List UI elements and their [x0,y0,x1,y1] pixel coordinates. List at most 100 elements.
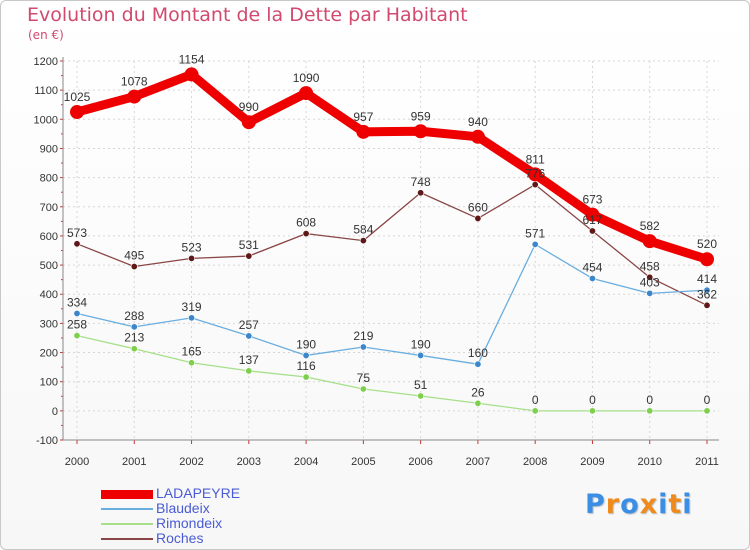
legend: LADAPEYRE Blaudeix Rimondeix Roches [101,485,361,547]
data-point [70,105,84,120]
data-label: 288 [124,309,144,323]
y-tick-label: 1000 [34,114,58,126]
data-label: 454 [582,260,602,274]
data-label: 959 [411,109,431,123]
data-label: 75 [357,371,371,385]
y-tick-label: 0 [52,406,58,418]
logo-letter: x [639,489,659,520]
data-label: 957 [353,110,373,124]
data-point [703,301,711,309]
x-tick-label: 2002 [179,456,203,468]
data-point [585,207,600,222]
data-point [588,274,596,282]
x-tick-label: 2010 [637,456,661,468]
data-label: 165 [182,345,202,359]
data-point [588,407,596,415]
data-point [531,181,539,189]
data-label: 608 [296,216,316,230]
data-point [646,407,654,415]
x-tick-label: 2001 [122,456,146,468]
data-point [245,332,253,340]
data-label: 116 [297,359,316,373]
data-label: 51 [414,378,428,392]
x-tick-label: 2006 [408,456,432,468]
data-label: 26 [471,385,485,399]
data-point [417,351,425,359]
data-point [302,373,310,381]
data-point [73,332,81,340]
data-label: 257 [239,318,259,332]
data-point [130,323,138,331]
data-point [73,240,81,248]
x-tick-label: 2005 [351,456,375,468]
y-tick-label: 1200 [34,56,58,68]
logo-letter: o [620,489,640,520]
data-label: 1078 [121,75,148,89]
data-point [474,360,482,368]
logo-letter: i [682,489,693,520]
data-point [588,227,596,235]
data-point [356,124,371,139]
data-label: 403 [640,275,660,289]
y-tick-label: -100 [36,435,58,447]
data-point [703,407,711,415]
data-point [474,214,482,222]
legend-swatch-ladapeyre [101,490,153,499]
data-label: 190 [411,337,431,351]
legend-swatch-rimondeix [101,523,153,525]
data-label: 213 [124,331,144,345]
y-tick-label: 500 [40,260,58,272]
data-point [130,345,138,353]
data-point [302,351,310,359]
data-point [302,230,310,238]
data-point [359,343,367,351]
y-tick-label: 1100 [34,85,58,97]
legend-item-ladapeyre: LADAPEYRE [101,485,361,502]
y-tick-label: 600 [40,231,58,243]
data-point [528,167,543,182]
proxiti-logo: Proxiti [585,489,693,520]
logo-letter: i [658,489,669,520]
legend-label: Roches [156,530,204,546]
data-label: 0 [704,393,711,407]
legend-swatch-roches [101,538,153,540]
series-line-blaudeix [76,243,708,365]
y-tick-label: 400 [40,289,58,301]
data-point [188,314,196,322]
legend-item-blaudeix: Blaudeix [101,500,361,517]
data-label: 531 [239,238,259,252]
data-point [417,189,425,197]
y-tick-label: 100 [40,377,58,389]
data-label: 776 [525,167,545,181]
y-tick-label: 300 [40,318,58,330]
data-label: 1154 [179,52,205,66]
data-label: 362 [697,287,717,301]
legend-item-roches: Roches [101,530,361,547]
x-tick-label: 2004 [294,456,318,468]
data-label: 160 [468,346,488,360]
data-label: 458 [640,259,660,273]
data-point [73,309,81,317]
data-point [646,289,654,297]
data-point [646,273,654,281]
x-tick-label: 2008 [523,456,547,468]
data-label: 495 [124,249,144,263]
logo-letter: t [668,489,683,520]
data-label: 0 [589,393,596,407]
data-point [359,385,367,393]
data-point [299,86,314,101]
data-label: 673 [582,193,602,207]
data-label: 617 [582,213,602,227]
data-point [188,254,196,262]
data-label: 582 [640,219,660,233]
data-label: 571 [525,226,545,240]
series-line-roches [76,183,708,306]
legend-label: Rimondeix [156,515,223,531]
data-point [413,124,428,139]
data-label: 573 [67,226,87,240]
data-label: 520 [697,237,717,251]
data-point [700,252,714,267]
data-point [130,263,138,271]
data-point [703,286,711,294]
logo-letter: P [585,489,606,520]
